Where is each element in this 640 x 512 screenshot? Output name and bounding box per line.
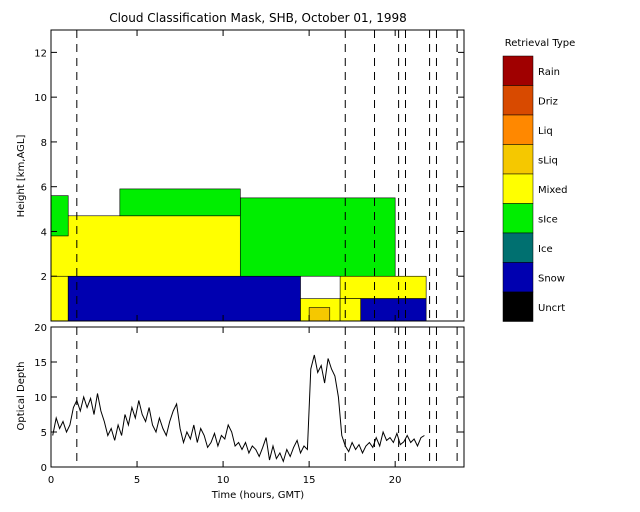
bottom-xtick-label-4: 20	[389, 475, 402, 486]
top-ytick-label-3: 8	[41, 138, 47, 149]
legend-swatch-uncrt	[502, 291, 534, 322]
legend-label-liq: Liq	[538, 126, 553, 137]
legend-label-uncrt: Uncrt	[538, 303, 565, 314]
legend-swatch-mixed	[502, 173, 534, 204]
optical-depth-line	[52, 354, 425, 463]
legend-label-rain: Rain	[538, 67, 560, 78]
legend-label-mixed: Mixed	[538, 185, 568, 196]
legend-label-snow: Snow	[538, 273, 565, 284]
bottom-ytick-label-2: 10	[34, 393, 47, 404]
mask-region-sice-10	[119, 188, 241, 217]
legend-label-ice: Ice	[538, 244, 553, 255]
mask-region-mixed-0	[50, 275, 69, 322]
bottom-xtick-label-2: 10	[217, 475, 230, 486]
bottom-xtick-label-3: 15	[303, 475, 316, 486]
legend-swatch-driz	[502, 85, 534, 116]
mask-region-sice-9	[50, 195, 69, 237]
legend-swatch-snow	[502, 262, 534, 293]
top-ytick-label-4: 10	[34, 93, 47, 104]
bottom-ytick-label-4: 20	[34, 323, 47, 334]
bottom-ytick-label-0: 0	[41, 463, 47, 474]
mask-region-mixed-4	[339, 275, 427, 299]
legend-swatch-ice	[502, 232, 534, 263]
legend-swatch-sliq	[502, 144, 534, 175]
y-axis-label-height: Height [km,AGL]	[16, 135, 27, 218]
mask-region-mixed-7	[50, 215, 241, 277]
mask-region-snow-6	[360, 298, 427, 322]
bottom-ytick-label-1: 5	[41, 428, 47, 439]
retrieval-type-legend: Rain Driz Liq sLiq Mixed sIce Ice Snow Uncrt	[502, 55, 568, 322]
bottom-plot-frame	[50, 326, 465, 468]
bottom-ytick-label-3: 15	[34, 358, 47, 369]
top-ytick-label-2: 6	[41, 183, 47, 194]
legend-label-driz: Driz	[538, 96, 558, 107]
bottom-xtick-label-1: 5	[134, 475, 140, 486]
mask-region-sice-8	[239, 197, 396, 277]
top-ytick-label-1: 4	[41, 227, 47, 238]
legend-swatch-liq	[502, 114, 534, 145]
bottom-xtick-label-0: 0	[48, 475, 54, 486]
legend-label-sliq: sLiq	[538, 155, 558, 166]
x-axis-label-time: Time (hours, GMT)	[211, 490, 305, 501]
chart-title: Cloud Classification Mask, SHB, October …	[109, 11, 407, 25]
top-ytick-label-0: 2	[41, 272, 47, 283]
y-axis-label-optical-depth: Optical Depth	[16, 362, 27, 431]
legend-title: Retrieval Type	[505, 38, 576, 49]
legend-swatch-sice	[502, 203, 534, 234]
top-plot-frame	[50, 29, 465, 322]
legend-swatch-rain	[502, 55, 534, 86]
optical-depth-plot: 0 5 10 15 20 0 5 10 15 20	[34, 323, 465, 486]
top-ytick-label-5: 12	[34, 48, 47, 59]
mask-region-sliq-3	[308, 307, 331, 322]
mask-region-mixed-5	[339, 298, 362, 322]
legend-label-sice: sIce	[538, 214, 558, 225]
mask-region-snow-1	[67, 275, 301, 322]
cloud-mask-plot: 2 4 6 8 10 12	[34, 29, 465, 322]
